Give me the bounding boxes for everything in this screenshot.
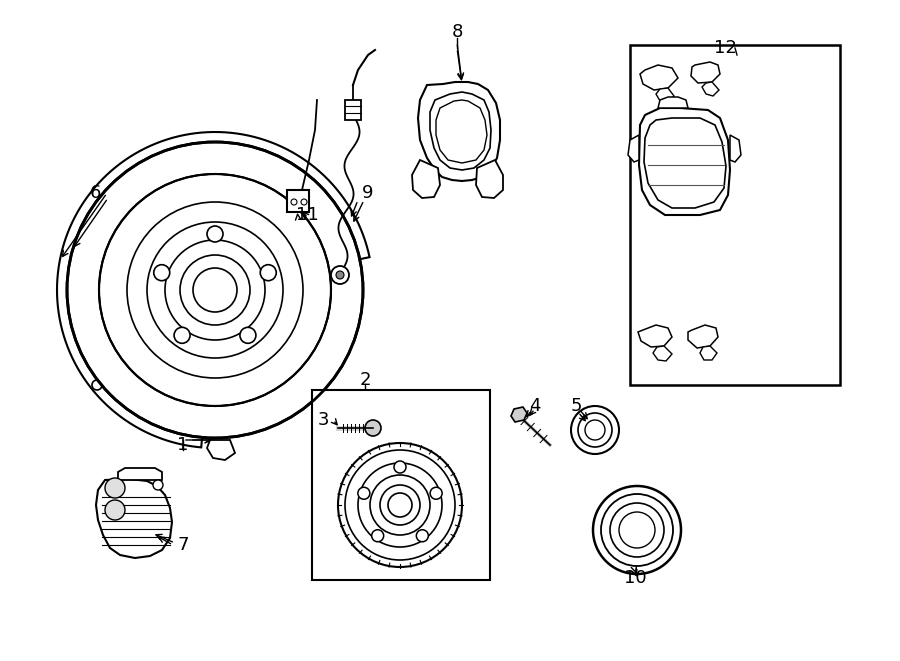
Polygon shape: [118, 468, 162, 480]
Circle shape: [345, 450, 455, 560]
Polygon shape: [656, 88, 674, 102]
Circle shape: [207, 226, 223, 242]
Text: 5: 5: [571, 397, 581, 415]
Text: 10: 10: [624, 569, 646, 587]
Text: 6: 6: [89, 184, 101, 202]
Circle shape: [154, 264, 170, 281]
Circle shape: [336, 271, 344, 279]
Circle shape: [388, 493, 412, 517]
Bar: [345, 100, 361, 120]
Text: 12: 12: [714, 39, 736, 57]
Bar: [287, 190, 309, 212]
Circle shape: [127, 202, 303, 378]
Polygon shape: [476, 160, 503, 198]
Polygon shape: [640, 65, 678, 90]
Text: 11: 11: [295, 206, 319, 224]
Bar: [312, 390, 490, 580]
Circle shape: [147, 222, 283, 358]
Circle shape: [370, 475, 430, 535]
Polygon shape: [418, 82, 500, 181]
Polygon shape: [207, 440, 235, 460]
Circle shape: [193, 268, 237, 312]
Circle shape: [153, 480, 163, 490]
Circle shape: [417, 529, 428, 542]
Polygon shape: [653, 346, 672, 361]
Polygon shape: [730, 135, 741, 162]
Polygon shape: [638, 325, 672, 347]
Circle shape: [358, 463, 442, 547]
Circle shape: [301, 199, 307, 205]
Circle shape: [380, 485, 420, 525]
Circle shape: [593, 486, 681, 574]
Text: 2: 2: [359, 371, 371, 389]
Bar: [630, 45, 840, 385]
Circle shape: [260, 264, 276, 281]
Circle shape: [578, 413, 612, 447]
Circle shape: [571, 406, 619, 454]
Polygon shape: [688, 325, 718, 348]
Circle shape: [180, 255, 250, 325]
Polygon shape: [658, 97, 688, 108]
Circle shape: [372, 529, 383, 542]
Circle shape: [105, 478, 125, 498]
Circle shape: [601, 494, 673, 566]
Text: 9: 9: [362, 184, 374, 202]
Polygon shape: [700, 346, 717, 360]
Circle shape: [331, 266, 349, 284]
Circle shape: [394, 461, 406, 473]
Polygon shape: [511, 407, 527, 422]
Circle shape: [240, 327, 256, 343]
Circle shape: [99, 174, 331, 406]
Polygon shape: [628, 135, 639, 162]
Polygon shape: [639, 108, 730, 215]
Circle shape: [365, 420, 381, 436]
Polygon shape: [702, 82, 719, 96]
Text: 3: 3: [317, 411, 328, 429]
Circle shape: [585, 420, 605, 440]
Polygon shape: [412, 160, 440, 198]
Circle shape: [358, 487, 370, 499]
Circle shape: [165, 240, 265, 340]
Polygon shape: [691, 62, 720, 83]
Text: 4: 4: [529, 397, 541, 415]
Text: 1: 1: [177, 436, 189, 454]
Polygon shape: [57, 132, 370, 447]
Circle shape: [92, 380, 102, 390]
Circle shape: [174, 327, 190, 343]
Polygon shape: [430, 92, 491, 170]
Circle shape: [67, 142, 363, 438]
Circle shape: [610, 503, 664, 557]
Circle shape: [105, 500, 125, 520]
Polygon shape: [644, 118, 726, 208]
Text: 7: 7: [177, 536, 189, 554]
Circle shape: [619, 512, 655, 548]
Circle shape: [338, 443, 462, 567]
Circle shape: [430, 487, 442, 499]
Polygon shape: [436, 100, 487, 163]
Text: 8: 8: [451, 23, 463, 41]
Polygon shape: [96, 479, 172, 558]
Circle shape: [291, 199, 297, 205]
Circle shape: [90, 225, 100, 235]
